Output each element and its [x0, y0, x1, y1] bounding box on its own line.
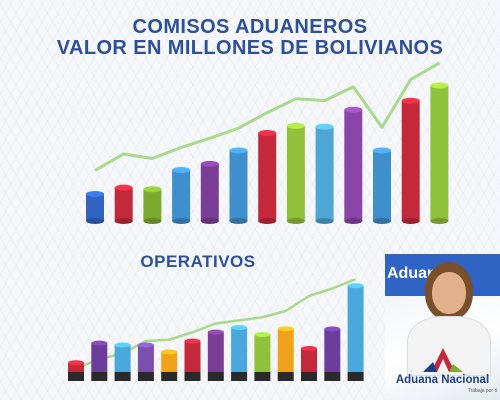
aduana-logo-icon [423, 348, 463, 372]
person-face [432, 272, 466, 314]
bar-base [401, 218, 420, 224]
operativos-chart [68, 277, 364, 381]
title-line-2: VALOR EN MILLONES DE BOLIVIANOS [56, 37, 444, 59]
bar [258, 132, 277, 221]
bar-base-block [114, 372, 131, 381]
bar-base [114, 218, 133, 224]
bar [143, 189, 162, 221]
bar [401, 100, 420, 221]
bar-top [324, 326, 341, 332]
trend-line [94, 61, 441, 172]
bar [231, 327, 248, 372]
bar-base-block [301, 372, 317, 381]
bar [114, 187, 133, 221]
bar-base-block [161, 372, 178, 381]
logo-text: Aduana Nacional [395, 374, 490, 386]
bar [324, 329, 341, 372]
bar-top [91, 340, 108, 346]
bar [207, 332, 224, 372]
bar-base-block [254, 372, 271, 381]
bar [91, 343, 108, 372]
bar-top [172, 167, 191, 174]
bar [114, 345, 131, 372]
bar-top [184, 338, 201, 344]
bar [200, 163, 219, 221]
bar-top [258, 129, 277, 136]
bar-base [258, 218, 277, 224]
bar-top [347, 283, 364, 289]
bar-base-block [137, 372, 154, 381]
bar-base [430, 218, 449, 224]
bar-top [401, 97, 420, 104]
bar [347, 285, 364, 372]
bar-top [315, 123, 334, 130]
bar [373, 150, 391, 221]
bar-base [143, 218, 162, 224]
bar [286, 125, 305, 221]
bar [254, 334, 271, 372]
bar-top [137, 342, 154, 348]
bar-top [254, 332, 271, 338]
bar-top [286, 122, 305, 129]
bar-base [286, 218, 305, 224]
bar-base-block [68, 372, 84, 381]
bar-top [200, 160, 219, 167]
bar-top [373, 147, 391, 154]
bar-top [430, 82, 449, 89]
bar [184, 341, 201, 372]
bar-base-block [91, 372, 108, 381]
operativos-title: OPERATIVOS [140, 252, 256, 271]
bar [68, 362, 84, 372]
photo-panel: Aduana Aduana Nacional Trabaja por ti [385, 254, 500, 400]
bar-base-block [184, 372, 201, 381]
bar-base-block [207, 372, 224, 381]
bar-top [344, 106, 363, 113]
bar-top [231, 325, 248, 331]
bar-base-block [277, 372, 294, 381]
bar-base [86, 218, 104, 224]
bar-base [344, 218, 363, 224]
bar-base-block [324, 372, 341, 381]
bar [344, 109, 363, 221]
page-title: COMISOS ADUANEROS VALOR EN MILLONES DE B… [0, 17, 500, 59]
bar-top [161, 349, 178, 355]
bar [229, 150, 248, 221]
bar-top [114, 184, 133, 191]
bar [161, 351, 178, 372]
bar-top [207, 329, 224, 335]
bar-top [277, 326, 294, 332]
bar-top [143, 186, 162, 193]
bar [315, 126, 334, 221]
bar-top [68, 360, 84, 366]
bar [137, 345, 154, 372]
title-line-1: COMISOS ADUANEROS [132, 16, 368, 38]
bar-top [301, 346, 317, 352]
bar-top [114, 342, 131, 348]
comisos-chart [86, 61, 449, 224]
bar-base-block [347, 372, 364, 381]
logo-tagline: Trabaja por ti [467, 388, 497, 394]
bar-top [229, 147, 248, 154]
bar-base [373, 218, 391, 224]
bar [430, 85, 449, 221]
bar-base-block [231, 372, 248, 381]
bar-top [86, 190, 104, 197]
bar [277, 328, 294, 372]
bar [301, 348, 317, 372]
bar-base [315, 218, 334, 224]
bar-base [172, 218, 191, 224]
bar-base [229, 218, 248, 224]
bar [172, 170, 191, 221]
bar [86, 193, 104, 221]
bar-base [200, 218, 219, 224]
